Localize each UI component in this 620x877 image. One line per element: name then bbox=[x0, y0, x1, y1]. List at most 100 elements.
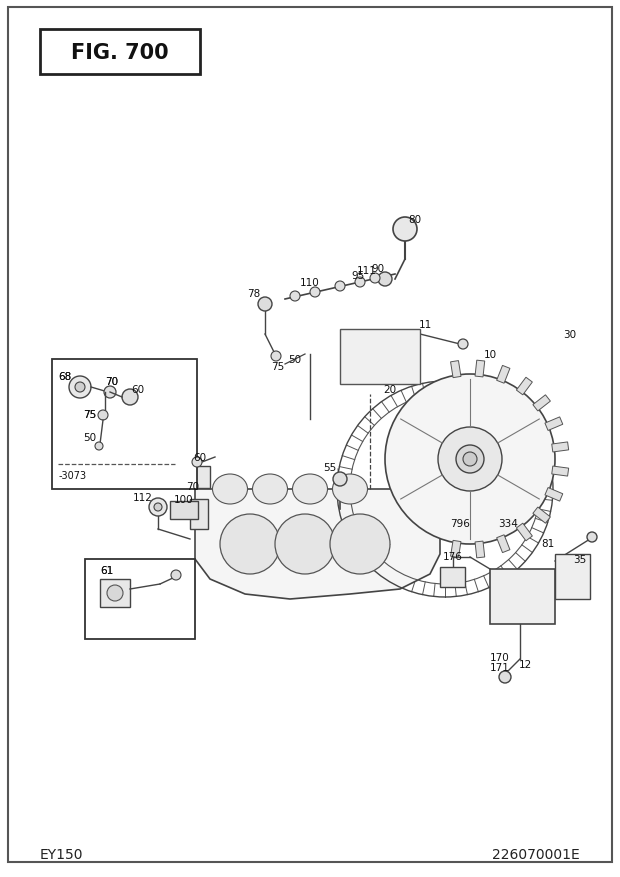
Text: 10: 10 bbox=[484, 350, 497, 360]
Circle shape bbox=[370, 274, 380, 283]
Circle shape bbox=[456, 446, 484, 474]
Polygon shape bbox=[552, 467, 569, 476]
Polygon shape bbox=[552, 442, 569, 453]
Text: 70: 70 bbox=[105, 376, 118, 387]
Text: 61: 61 bbox=[100, 566, 113, 575]
Polygon shape bbox=[516, 378, 533, 396]
Text: 60: 60 bbox=[131, 384, 144, 395]
Bar bbox=[52, 360, 197, 489]
Ellipse shape bbox=[213, 474, 247, 504]
Text: -3073: -3073 bbox=[59, 470, 87, 481]
Circle shape bbox=[310, 288, 320, 297]
Circle shape bbox=[355, 278, 365, 288]
Circle shape bbox=[393, 217, 417, 242]
Circle shape bbox=[378, 273, 392, 287]
Polygon shape bbox=[475, 541, 485, 559]
Circle shape bbox=[499, 671, 511, 683]
Bar bbox=[190, 499, 208, 530]
Text: 90: 90 bbox=[371, 264, 384, 274]
Polygon shape bbox=[545, 417, 563, 431]
Polygon shape bbox=[497, 535, 510, 553]
Polygon shape bbox=[545, 488, 563, 502]
Polygon shape bbox=[475, 360, 485, 377]
Polygon shape bbox=[497, 366, 510, 384]
Bar bbox=[340, 330, 420, 384]
Text: EY150: EY150 bbox=[40, 847, 84, 861]
Polygon shape bbox=[533, 508, 551, 524]
Text: 112: 112 bbox=[133, 493, 153, 503]
Circle shape bbox=[258, 297, 272, 311]
Text: 50: 50 bbox=[84, 432, 97, 443]
Text: 75: 75 bbox=[272, 361, 285, 372]
Circle shape bbox=[271, 352, 281, 361]
Text: 70: 70 bbox=[105, 376, 118, 387]
Polygon shape bbox=[533, 396, 551, 411]
Circle shape bbox=[587, 532, 597, 542]
Circle shape bbox=[333, 473, 347, 487]
Circle shape bbox=[69, 376, 91, 398]
Circle shape bbox=[149, 498, 167, 517]
Bar bbox=[100, 580, 130, 607]
Polygon shape bbox=[451, 541, 461, 558]
Text: 170: 170 bbox=[490, 652, 510, 662]
Bar bbox=[555, 554, 590, 599]
Circle shape bbox=[104, 387, 116, 398]
Circle shape bbox=[458, 339, 468, 350]
Text: 78: 78 bbox=[247, 289, 260, 299]
Text: 12: 12 bbox=[518, 660, 531, 669]
Text: 110: 110 bbox=[300, 278, 320, 288]
Text: 226070001E: 226070001E bbox=[492, 847, 580, 861]
Text: 176: 176 bbox=[443, 552, 463, 561]
Text: 81: 81 bbox=[541, 538, 555, 548]
Text: 95: 95 bbox=[352, 271, 365, 281]
Circle shape bbox=[463, 453, 477, 467]
Text: eReplacementParts.com: eReplacementParts.com bbox=[242, 504, 378, 515]
Text: 50: 50 bbox=[288, 354, 301, 365]
Text: 75: 75 bbox=[83, 410, 97, 419]
Text: 35: 35 bbox=[574, 554, 587, 565]
Text: 20: 20 bbox=[383, 384, 397, 395]
Circle shape bbox=[98, 410, 108, 420]
Circle shape bbox=[335, 282, 345, 292]
Text: 70: 70 bbox=[187, 481, 200, 491]
Circle shape bbox=[122, 389, 138, 405]
Text: 334: 334 bbox=[498, 518, 518, 529]
Text: 171: 171 bbox=[490, 662, 510, 673]
Text: 80: 80 bbox=[409, 215, 422, 225]
Text: 60: 60 bbox=[193, 453, 206, 462]
Bar bbox=[40, 30, 200, 75]
Text: 100: 100 bbox=[174, 495, 194, 504]
Circle shape bbox=[220, 515, 280, 574]
Circle shape bbox=[154, 503, 162, 511]
Bar bbox=[85, 560, 195, 639]
Circle shape bbox=[290, 292, 300, 302]
Text: 111: 111 bbox=[357, 266, 377, 275]
Circle shape bbox=[75, 382, 85, 393]
Ellipse shape bbox=[252, 474, 288, 504]
Text: 55: 55 bbox=[324, 462, 337, 473]
Circle shape bbox=[192, 458, 202, 467]
Text: 11: 11 bbox=[418, 319, 432, 330]
Polygon shape bbox=[451, 361, 461, 378]
Bar bbox=[440, 567, 465, 588]
Text: 30: 30 bbox=[564, 330, 577, 339]
Polygon shape bbox=[195, 489, 440, 599]
Ellipse shape bbox=[332, 474, 368, 504]
Circle shape bbox=[438, 427, 502, 491]
Circle shape bbox=[95, 443, 103, 451]
Circle shape bbox=[330, 515, 390, 574]
Text: 61: 61 bbox=[100, 566, 113, 575]
Bar bbox=[170, 502, 198, 519]
Circle shape bbox=[275, 515, 335, 574]
Text: 68: 68 bbox=[58, 372, 72, 381]
Bar bbox=[194, 467, 210, 488]
Ellipse shape bbox=[293, 474, 327, 504]
Circle shape bbox=[171, 570, 181, 581]
Text: 75: 75 bbox=[83, 410, 97, 419]
Text: 796: 796 bbox=[450, 518, 470, 529]
Text: FIG. 700: FIG. 700 bbox=[71, 43, 169, 63]
Circle shape bbox=[385, 374, 555, 545]
Text: 68: 68 bbox=[58, 372, 72, 381]
Bar bbox=[490, 569, 555, 624]
Polygon shape bbox=[516, 524, 533, 541]
